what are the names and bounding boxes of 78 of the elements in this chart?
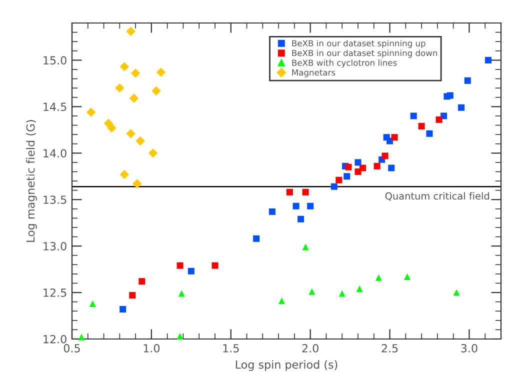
point: [336, 176, 342, 184]
point: [436, 116, 442, 123]
point: [307, 202, 314, 210]
point: [298, 216, 304, 222]
legend-label: BeXB in our dataset spinning up: [292, 40, 426, 48]
point: [330, 183, 338, 190]
point: [308, 288, 316, 295]
point: [130, 68, 140, 78]
point: [345, 164, 352, 170]
point: [212, 262, 218, 269]
point: [278, 298, 285, 304]
point: [107, 123, 116, 133]
point: [120, 306, 126, 313]
point: [115, 83, 124, 93]
point: [138, 278, 146, 285]
point: [120, 170, 130, 180]
point: [386, 138, 394, 144]
point: [132, 179, 142, 188]
point: [360, 164, 366, 172]
point: [302, 188, 309, 196]
y-axis-title: Log magnetic field (G): [26, 120, 37, 242]
point: [485, 56, 492, 64]
y-tick-label: 14.0: [44, 149, 66, 158]
point: [152, 86, 161, 96]
point: [129, 94, 139, 103]
y-tick-label: 13.5: [44, 196, 66, 204]
point: [302, 244, 309, 250]
point: [136, 136, 145, 146]
x-tick-label: 0.5: [64, 344, 80, 352]
point: [292, 202, 300, 210]
point: [338, 290, 346, 297]
point: [375, 274, 382, 281]
y-tick-label: 12.5: [44, 288, 66, 297]
legend-label: Magnetars: [292, 69, 336, 78]
x-tick-label: 1.0: [144, 344, 160, 352]
point: [458, 104, 465, 111]
point: [148, 148, 158, 158]
point: [286, 188, 293, 196]
x-tick-label: 1.5: [223, 344, 239, 352]
point: [453, 289, 460, 296]
y-tick-label: 12.0: [44, 334, 66, 344]
point: [354, 159, 362, 166]
point: [268, 208, 276, 215]
ref-line-label: Quantum critical field: [385, 192, 490, 201]
point: [344, 173, 350, 180]
point: [156, 68, 166, 77]
x-tick-label: 2.5: [382, 344, 398, 352]
point: [426, 130, 433, 137]
legend-label: BeXB with cyclotron lines: [292, 59, 397, 68]
point: [446, 92, 454, 99]
point: [178, 290, 185, 297]
point: [188, 268, 194, 274]
y-tick-label: 14.5: [44, 102, 66, 112]
point: [86, 108, 96, 117]
point: [126, 128, 136, 138]
point: [388, 164, 395, 172]
point: [253, 235, 260, 242]
point: [176, 262, 184, 269]
point: [410, 112, 417, 120]
point: [374, 162, 380, 170]
point: [418, 122, 425, 130]
y-tick-label: 15.0: [44, 56, 66, 65]
point: [176, 332, 184, 340]
y-tick-label: 13.0: [44, 242, 66, 250]
point: [120, 62, 130, 72]
point: [382, 152, 388, 160]
point: [129, 292, 136, 299]
legend-label: BeXB in our dataset spinning down: [292, 50, 438, 58]
point: [356, 286, 363, 292]
point: [404, 273, 411, 280]
x-tick-label: 3.0: [461, 344, 478, 352]
point: [89, 300, 96, 307]
point: [78, 334, 85, 340]
x-tick-label: 2.0: [302, 344, 318, 352]
point: [464, 77, 471, 84]
point: [126, 26, 136, 36]
point: [391, 134, 398, 141]
x-axis-title: Log spin period (s): [236, 360, 338, 371]
